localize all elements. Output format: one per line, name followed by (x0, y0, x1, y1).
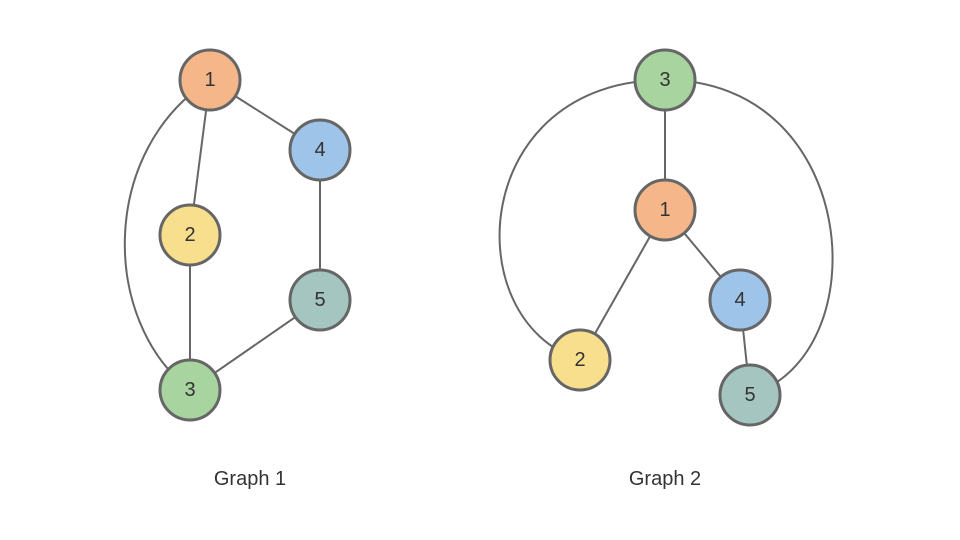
node-label-g2n5: 5 (744, 384, 755, 406)
node-g2n5: 5 (720, 365, 780, 425)
node-g2n2: 2 (550, 330, 610, 390)
node-g1n2: 2 (160, 205, 220, 265)
node-label-g1n1: 1 (204, 69, 215, 91)
node-label-g2n1: 1 (659, 199, 670, 221)
node-label-g2n4: 4 (734, 289, 745, 311)
node-g1n4: 4 (290, 120, 350, 180)
node-g2n4: 4 (710, 270, 770, 330)
graph1-edges (125, 80, 320, 390)
node-label-g1n4: 4 (314, 139, 325, 161)
node-g2n1: 1 (635, 180, 695, 240)
graph-canvas: 1 2 3 4 5 Graph 1 3 1 4 2 5 Graph 2 (0, 0, 960, 540)
graph1-nodes: 1 2 3 4 5 (160, 50, 350, 420)
graph2: 3 1 4 2 5 Graph 2 (500, 50, 833, 490)
node-label-g1n3: 3 (184, 379, 195, 401)
node-label-g1n2: 2 (184, 224, 195, 246)
node-label-g2n3: 3 (659, 69, 670, 91)
edge-g2n3-g2n5 (665, 80, 833, 395)
node-label-g2n2: 2 (574, 349, 585, 371)
node-g2n3: 3 (635, 50, 695, 110)
graph2-nodes: 3 1 4 2 5 (550, 50, 780, 425)
node-g1n5: 5 (290, 270, 350, 330)
node-g1n3: 3 (160, 360, 220, 420)
graph1: 1 2 3 4 5 Graph 1 (125, 50, 350, 490)
graph1-caption: Graph 1 (214, 468, 286, 490)
graph2-caption: Graph 2 (629, 468, 701, 490)
node-g1n1: 1 (180, 50, 240, 110)
node-label-g1n5: 5 (314, 289, 325, 311)
